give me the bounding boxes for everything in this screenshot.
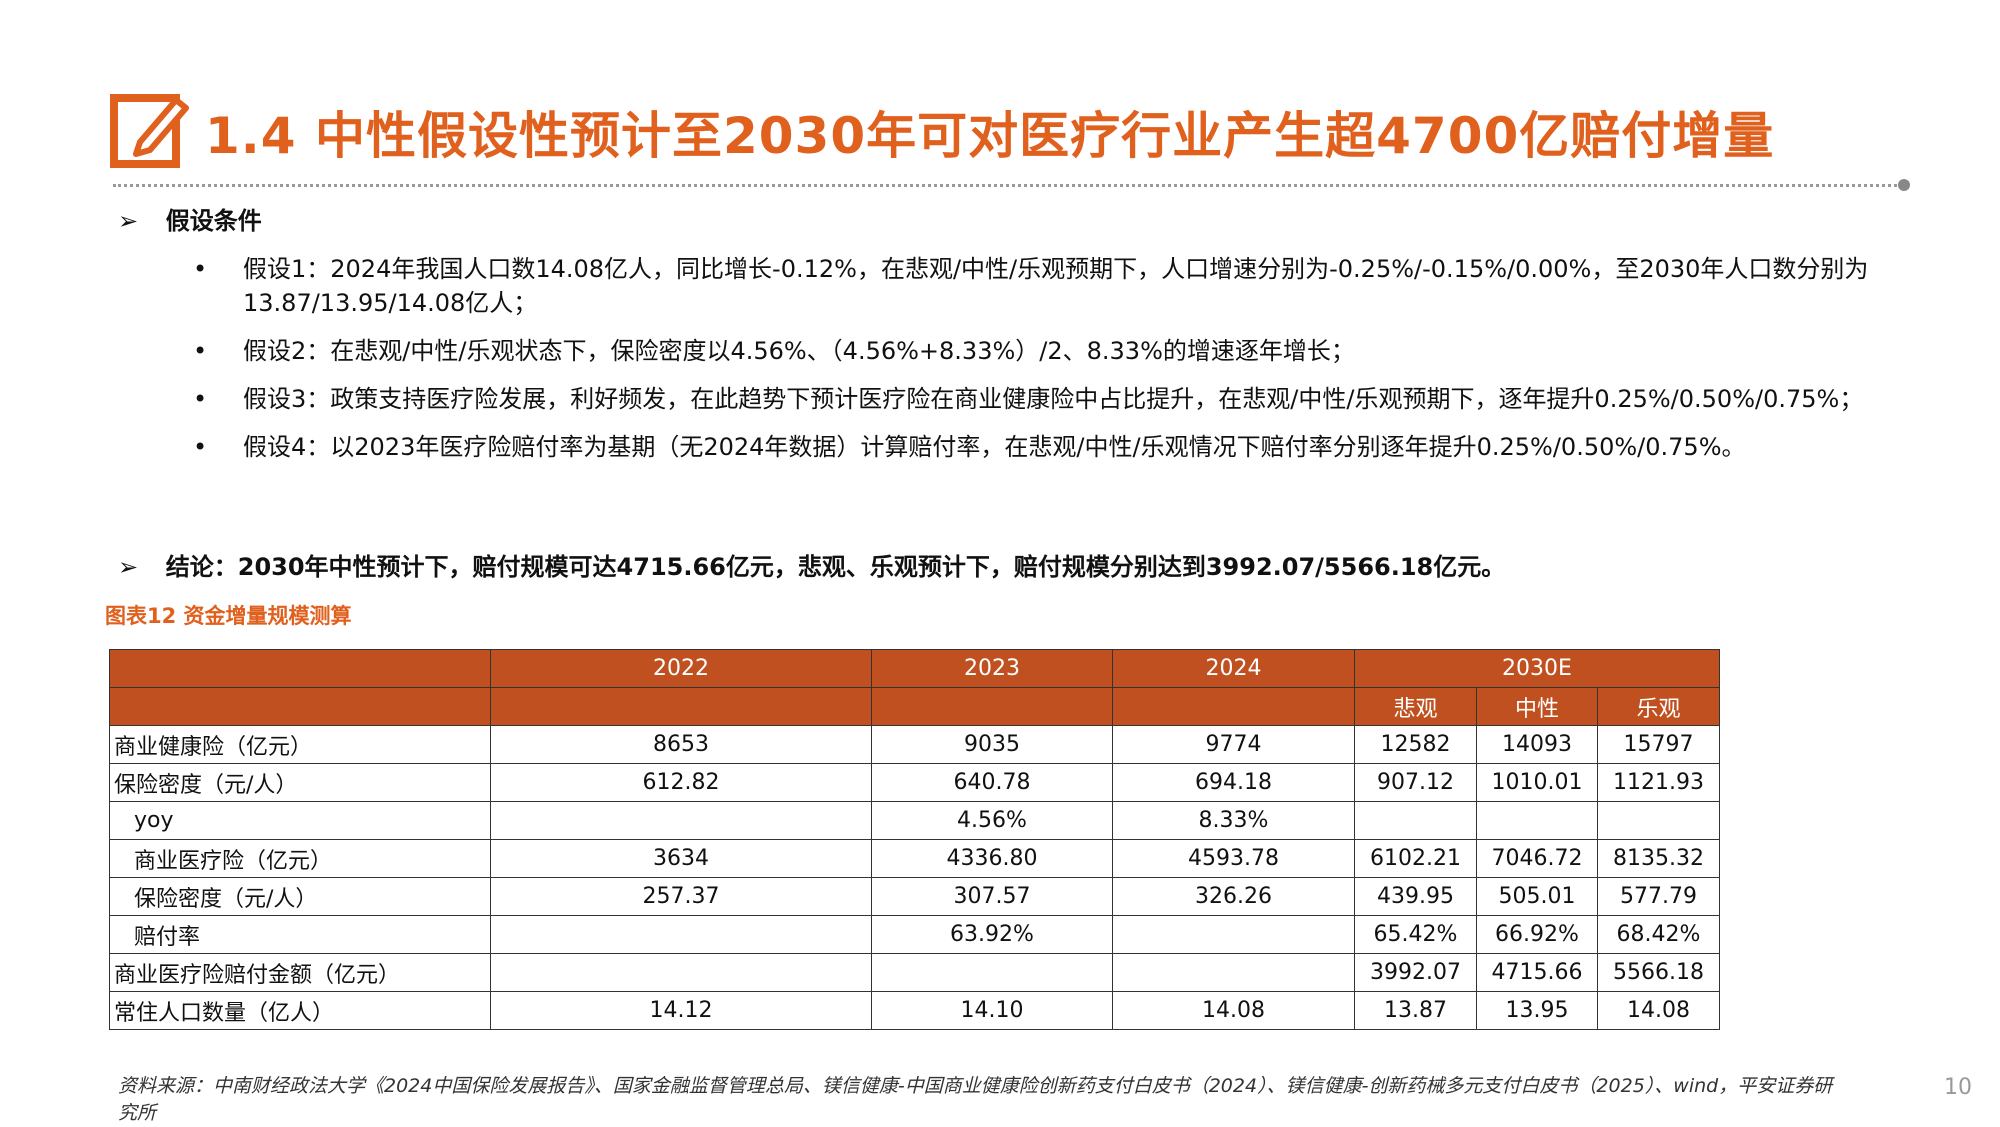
table-cell: 1010.01 [1476,763,1598,802]
scenario-header: 乐观 [1597,687,1720,726]
table-cell: 14.10 [871,991,1113,1030]
year-header: 2030E [1354,649,1720,688]
table-row: 商业健康险（亿元） 8653 9035 9774 12582 14093 15797 [109,725,1720,764]
table-cell: 12582 [1354,725,1477,764]
table-cell [1112,915,1355,954]
row-label: 保险密度（元/人） [109,877,491,916]
assumption-heading: 假设条件 [165,207,262,235]
table-cell: 3634 [490,839,872,878]
table-row: 保险密度（元/人） 612.82 640.78 694.18 907.12 1010.01… [109,763,1720,802]
table-cell: 4336.80 [871,839,1113,878]
table-cell: 694.18 [1112,763,1355,802]
page-number: 10 [1944,1075,1972,1100]
table-row: 保险密度（元/人） 257.37 307.57 326.26 439.95 505.01 5… [109,877,1720,916]
row-label: 商业医疗险（亿元） [109,839,491,878]
table-cell: 439.95 [1354,877,1477,916]
table-row: 常住人口数量（亿人） 14.12 14.10 14.08 13.87 13.95 14.08 [109,991,1720,1030]
year-header: 2022 [490,649,872,688]
table-cell: 6102.21 [1354,839,1477,878]
figure-caption: 图表12 资金增量规模测算 [105,604,352,628]
title: 1.4 中性假设性预计至2030年可对医疗行业产生超4700亿赔付增量 [205,107,1775,165]
assumption-item: 假设1：2024年我国人口数14.08亿人，同比增长-0.12%，在悲观/中性/… [193,252,1885,320]
table-cell: 7046.72 [1476,839,1598,878]
header-cell [1112,687,1355,726]
table-cell: 307.57 [871,877,1113,916]
table-cell: 14093 [1476,725,1598,764]
table-cell: 65.42% [1354,915,1477,954]
divider [113,184,1903,187]
arrow: ➢ [118,207,139,235]
table-cell: 907.12 [1354,763,1477,802]
table-cell: 14.08 [1597,991,1720,1030]
table-cell: 15797 [1597,725,1720,764]
table-row: 赔付率 63.92% 65.42% 66.92% 68.42% [109,915,1720,954]
title-icon [110,94,189,168]
data-table: 2022 2023 2024 2030E 悲观 中性 乐观 商业健康险（亿元） 8653 9035… [109,649,1720,1030]
table-cell: 5566.18 [1597,953,1720,992]
assumption-heading-row: ➢ 假设条件 [118,204,262,238]
year-header: 2023 [871,649,1113,688]
table-cell: 63.92% [871,915,1113,954]
table-cell: 640.78 [871,763,1113,802]
row-label: 商业医疗险赔付金额（亿元） [109,953,491,992]
scenario-header: 中性 [1476,687,1598,726]
arrow: ➢ [118,553,139,581]
table-cell: 14.12 [490,991,872,1030]
table-cell [1354,801,1477,840]
table-row: 商业医疗险（亿元） 3634 4336.80 4593.78 6102.21 7046.7… [109,839,1720,878]
assumption-list: 假设1：2024年我国人口数14.08亿人，同比增长-0.12%，在悲观/中性/… [193,252,1885,478]
conclusion: 结论：2030年中性预计下，赔付规模可达4715.66亿元，悲观、乐观预计下，赔… [165,553,1506,581]
table-cell: 14.08 [1112,991,1355,1030]
table-cell [490,801,872,840]
table-cell [1112,953,1355,992]
table-cell: 326.26 [1112,877,1355,916]
table-cell: 505.01 [1476,877,1598,916]
header-cell [109,687,491,726]
table-cell [1597,801,1720,840]
table-cell [871,953,1113,992]
table-cell: 577.79 [1597,877,1720,916]
table-cell: 3992.07 [1354,953,1477,992]
table-cell: 66.92% [1476,915,1598,954]
header-cell [109,649,491,688]
table-cell: 4593.78 [1112,839,1355,878]
table-cell: 8653 [490,725,872,764]
table-cell [1476,801,1598,840]
table-cell: 13.95 [1476,991,1598,1030]
assumption-item: 假设2：在悲观/中性/乐观状态下，保险密度以4.56%、（4.56%+8.33%… [193,334,1885,368]
table-cell: 1121.93 [1597,763,1720,802]
table-cell: 4.56% [871,801,1113,840]
header-row: 2022 2023 2024 2030E [109,649,1720,688]
divider-dot [1898,179,1910,191]
table-row: 商业医疗险赔付金额（亿元） 3992.07 4715.66 5566.18 [109,953,1720,992]
row-label: yoy [109,801,491,840]
table-cell [490,915,872,954]
header-cell [871,687,1113,726]
scenario-header: 悲观 [1354,687,1477,726]
table-cell [490,953,872,992]
conclusion-row: ➢ 结论：2030年中性预计下，赔付规模可达4715.66亿元，悲观、乐观预计下… [118,550,1505,584]
row-label: 赔付率 [109,915,491,954]
table-cell: 8135.32 [1597,839,1720,878]
table-cell: 612.82 [490,763,872,802]
header-row: 悲观 中性 乐观 [109,687,1720,726]
table-row: yoy 4.56% 8.33% [109,801,1720,840]
table-cell: 9774 [1112,725,1355,764]
row-label: 保险密度（元/人） [109,763,491,802]
year-header: 2024 [1112,649,1355,688]
row-label: 常住人口数量（亿人） [109,991,491,1030]
assumption-item: 假设3：政策支持医疗险发展，利好频发，在此趋势下预计医疗险在商业健康险中占比提升… [193,382,1885,416]
table-cell: 13.87 [1354,991,1477,1030]
table-cell: 8.33% [1112,801,1355,840]
table-cell: 68.42% [1597,915,1720,954]
table-cell: 9035 [871,725,1113,764]
row-label: 商业健康险（亿元） [109,725,491,764]
table-cell: 4715.66 [1476,953,1598,992]
table-cell: 257.37 [490,877,872,916]
header-cell [490,687,872,726]
assumption-item: 假设4：以2023年医疗险赔付率为基期（无2024年数据）计算赔付率，在悲观/中… [193,430,1885,464]
source-note: 资料来源：中南财经政法大学《2024中国保险发展报告》、国家金融监督管理总局、镁… [118,1075,1833,1124]
